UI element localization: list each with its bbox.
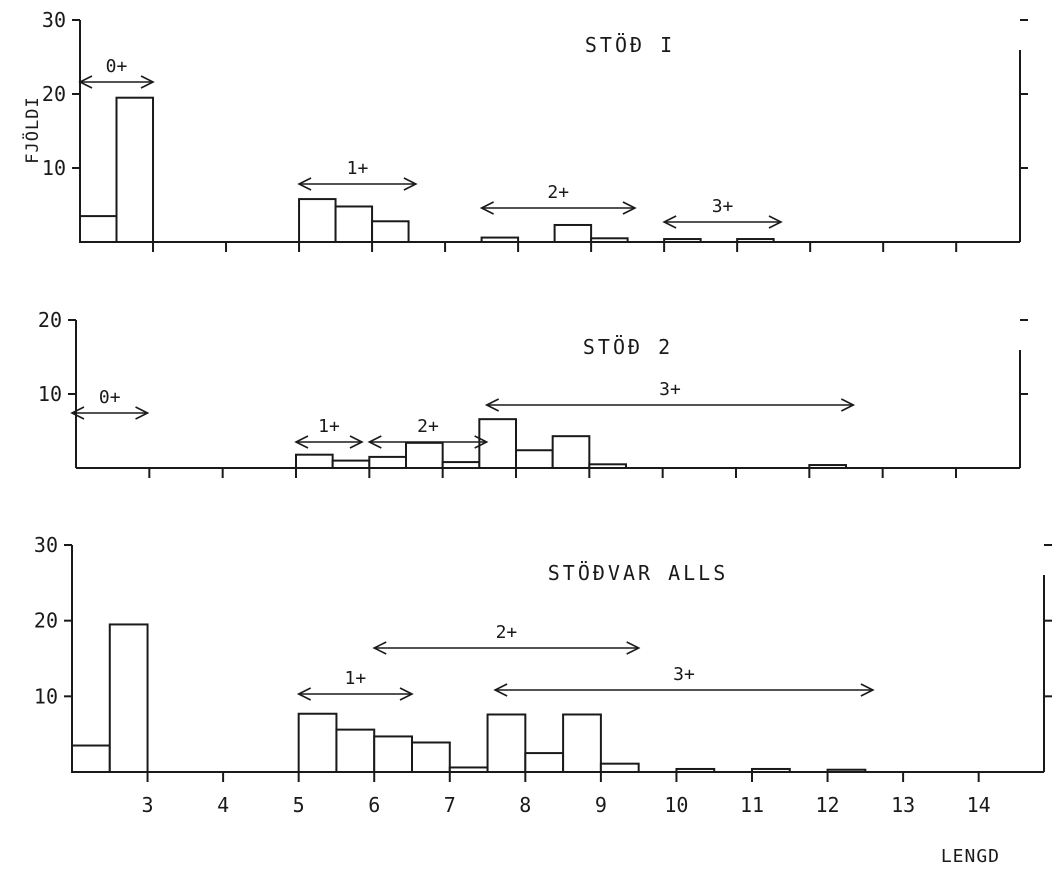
histogram-bar [448, 766, 489, 774]
histogram-bar [441, 461, 481, 469]
age-group-label: 3+ [712, 196, 734, 217]
arrowhead-left [70, 406, 85, 420]
y-tick-label: 20 [38, 308, 62, 332]
histogram-bar [675, 767, 716, 773]
arrowhead-right [840, 398, 856, 412]
histogram-bar [115, 96, 155, 243]
arrowhead-right [349, 435, 364, 449]
histogram-bar [480, 236, 520, 243]
histogram-bar [486, 713, 527, 774]
histogram-bar [411, 741, 451, 773]
histogram-bar [553, 223, 593, 243]
histogram-bar [295, 453, 334, 469]
arrowhead-left [662, 215, 677, 229]
histogram-bar [663, 238, 702, 243]
age-group-label: 3+ [659, 379, 681, 400]
histogram-bar [588, 463, 627, 469]
x-tick-label: 6 [368, 793, 380, 817]
arrowhead-left [484, 398, 500, 412]
histogram-bar [562, 713, 602, 774]
x-tick-label: 11 [740, 793, 764, 817]
age-group-label: 1+ [318, 416, 340, 437]
arrowhead-right [399, 687, 414, 701]
arrowhead-right [626, 641, 641, 655]
panel-title: STÖÐVAR ALLS [548, 561, 729, 585]
x-tick-label: 4 [217, 793, 229, 817]
y-tick-label: 20 [42, 82, 66, 106]
arrowhead-right [860, 683, 875, 697]
histogram-bar [736, 238, 775, 243]
x-tick-label: 7 [444, 793, 456, 817]
age-group-label: 2+ [417, 416, 439, 437]
y-tick-label: 20 [34, 609, 58, 633]
histogram-bar [826, 768, 867, 773]
x-tick-label: 8 [519, 793, 531, 817]
age-group-label: 1+ [347, 158, 369, 179]
arrowhead-left [372, 641, 387, 655]
y-axis-label: FJÖLDI [21, 96, 43, 163]
arrowhead-left [297, 177, 312, 191]
age-group-label: 0+ [106, 56, 128, 77]
arrowhead-right [403, 177, 418, 191]
x-tick-label: 5 [293, 793, 305, 817]
histogram-bar [405, 441, 444, 469]
histogram-bar [298, 198, 337, 243]
arrowhead-left [479, 201, 494, 215]
histogram-bar [599, 762, 640, 774]
x-tick-label: 13 [891, 793, 915, 817]
arrowhead-left [367, 435, 382, 449]
panel-title: STÖÐ I [585, 33, 675, 57]
age-group-label: 2+ [547, 182, 569, 203]
arrowhead-left [294, 435, 309, 449]
histogram-bar [368, 455, 408, 469]
arrowhead-right [474, 435, 489, 449]
x-tick-label: 3 [142, 793, 154, 817]
histogram-bar [331, 459, 371, 470]
y-tick-label: 10 [34, 684, 58, 708]
x-tick-label: 9 [595, 793, 607, 817]
y-tick-label: 10 [38, 382, 62, 406]
y-tick-label: 10 [42, 156, 66, 180]
histogram-bar [478, 418, 518, 470]
age-group-label: 1+ [344, 668, 366, 689]
arrowhead-right [135, 406, 150, 420]
histogram-bar [79, 215, 118, 244]
histogram-bar [373, 735, 414, 773]
arrowhead-right [622, 201, 637, 215]
histogram-bar [751, 767, 791, 773]
histogram-bar [551, 435, 591, 469]
age-group-label: 3+ [673, 664, 695, 685]
x-axis-label: LENGD [941, 846, 1000, 867]
age-group-label: 2+ [496, 622, 518, 643]
histogram-bar [108, 623, 149, 774]
x-tick-label: 10 [664, 793, 688, 817]
histogram-bar [71, 744, 111, 773]
x-tick-label: 14 [967, 793, 991, 817]
y-tick-label: 30 [34, 533, 58, 557]
x-tick-label: 12 [816, 793, 840, 817]
y-tick-label: 30 [42, 8, 66, 32]
histogram-bar [524, 752, 565, 773]
arrowhead-right [140, 75, 155, 89]
arrowhead-left [296, 687, 312, 701]
arrowhead-right [768, 215, 783, 229]
histogram-bar [334, 205, 374, 243]
panel-title: STÖÐ 2 [583, 335, 673, 359]
histogram-bar [808, 464, 847, 470]
arrowhead-left [493, 683, 508, 697]
histogram-bar [515, 449, 554, 469]
histogram-bar [335, 728, 376, 773]
age-group-label: 0+ [99, 387, 121, 408]
histogram-bar [371, 220, 410, 243]
arrowhead-left [78, 75, 93, 89]
histogram-bar [590, 237, 629, 244]
histogram-bar [297, 712, 338, 774]
